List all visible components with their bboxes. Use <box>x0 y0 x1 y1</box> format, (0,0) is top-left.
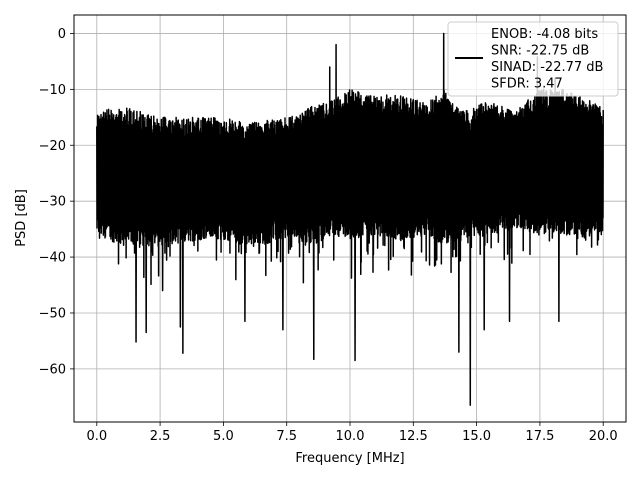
x-tick-label: 12.5 <box>399 429 428 444</box>
x-tick-label: 2.5 <box>150 429 171 444</box>
x-tick-label: 10.0 <box>336 429 365 444</box>
legend-label-line: SFDR: 3.47 <box>491 77 563 92</box>
y-tick-label: −60 <box>39 362 66 377</box>
legend-label-line: SINAD: -22.77 dB <box>491 60 603 75</box>
x-tick-label: 17.5 <box>525 429 554 444</box>
x-tick-label: 7.5 <box>276 429 297 444</box>
legend: ENOB: -4.08 bits SNR: -22.75 dB SINAD: -22… <box>447 21 619 97</box>
legend-label-line: ENOB: -4.08 bits <box>491 27 598 42</box>
y-tick-label: −10 <box>39 83 66 98</box>
x-tick-label: 5.0 <box>213 429 234 444</box>
legend-box <box>447 21 619 97</box>
y-axis-label: PSD [dB] <box>14 189 29 247</box>
y-tick-label: −40 <box>39 251 66 266</box>
y-tick-label: −30 <box>39 195 66 210</box>
x-tick-label: 15.0 <box>462 429 491 444</box>
psd-line <box>96 32 604 406</box>
legend-label-line: SNR: -22.75 dB <box>491 44 589 59</box>
legend-label: ENOB: -4.08 bits SNR: -22.75 dB SINAD: -22… <box>491 27 603 92</box>
x-tick-label: 0.0 <box>86 429 107 444</box>
y-tick-label: −50 <box>39 306 66 321</box>
y-tick-label: 0 <box>58 27 66 42</box>
y-tick-label: −20 <box>39 139 66 154</box>
x-tick-label: 20.0 <box>589 429 618 444</box>
x-axis-label: Frequency [MHz] <box>295 451 404 466</box>
axis-ticks: 0.0 2.5 5.0 7.5 10.0 12.5 15.0 17.5 20.0 0 −10 −20 −… <box>39 27 618 444</box>
